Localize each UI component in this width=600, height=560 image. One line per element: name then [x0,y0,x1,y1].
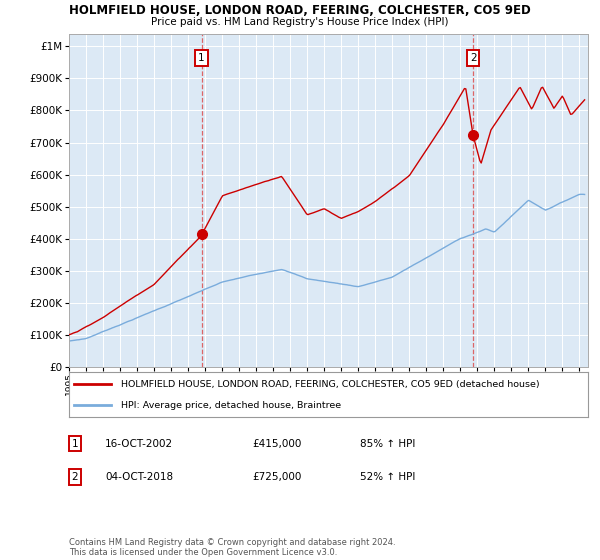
Text: 85% ↑ HPI: 85% ↑ HPI [360,438,415,449]
Text: Contains HM Land Registry data © Crown copyright and database right 2024.
This d: Contains HM Land Registry data © Crown c… [69,538,395,557]
Text: Price paid vs. HM Land Registry's House Price Index (HPI): Price paid vs. HM Land Registry's House … [151,17,449,27]
Text: 52% ↑ HPI: 52% ↑ HPI [360,472,415,482]
Text: HPI: Average price, detached house, Braintree: HPI: Average price, detached house, Brai… [121,400,341,409]
Text: 1: 1 [71,438,79,449]
Text: 16-OCT-2002: 16-OCT-2002 [105,438,173,449]
Text: £725,000: £725,000 [252,472,301,482]
Text: £415,000: £415,000 [252,438,301,449]
Text: HOLMFIELD HOUSE, LONDON ROAD, FEERING, COLCHESTER, CO5 9ED: HOLMFIELD HOUSE, LONDON ROAD, FEERING, C… [69,4,531,17]
Text: 04-OCT-2018: 04-OCT-2018 [105,472,173,482]
Text: 1: 1 [198,53,205,63]
Text: HOLMFIELD HOUSE, LONDON ROAD, FEERING, COLCHESTER, CO5 9ED (detached house): HOLMFIELD HOUSE, LONDON ROAD, FEERING, C… [121,380,539,389]
Text: 2: 2 [470,53,476,63]
Text: 2: 2 [71,472,79,482]
